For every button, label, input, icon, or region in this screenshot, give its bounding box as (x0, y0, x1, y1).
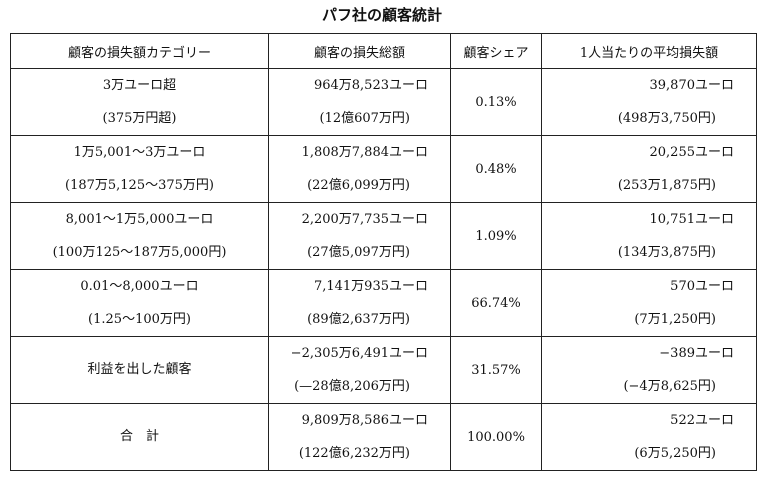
table-title: パフ社の顧客統計 (321, 6, 442, 24)
total-yen: (22億6,099万円) (307, 178, 410, 193)
total-loss-cell: 1,808万7,884ユーロ (22億6,099万円) (268, 135, 451, 203)
total-euro: −2,305万6,491ユーロ (290, 346, 428, 361)
share-cell: 0.48% (450, 135, 542, 203)
average-euro: 20,255ユーロ (649, 145, 735, 160)
total-euro: 1,808万7,884ユーロ (301, 145, 428, 160)
category-cell: 利益を出した顧客 (10, 336, 269, 404)
category-cell: 3万ユーロ超 (375万円超) (10, 68, 269, 136)
category-cell: 1万5,001〜3万ユーロ (187万5,125〜375万円) (10, 135, 269, 203)
header-category: 顧客の損失額カテゴリー (10, 33, 269, 69)
average-loss-cell: 39,870ユーロ (498万3,750円) (541, 68, 757, 136)
average-euro: 570ユーロ (670, 279, 734, 294)
total-yen: (122億6,232万円) (298, 446, 410, 461)
category-label: 合 計 (119, 429, 159, 444)
category-yen: (375万円超) (102, 111, 177, 126)
category-label: 0.01〜8,000ユーロ (80, 279, 199, 294)
share-cell: 0.13% (450, 68, 542, 136)
share-cell: 100.00% (450, 403, 542, 471)
category-yen: (100万125〜187万5,000円) (52, 245, 227, 260)
total-euro: 964万8,523ユーロ (313, 78, 428, 93)
table-row: 1万5,001〜3万ユーロ (187万5,125〜375万円) 1,808万7,… (10, 135, 757, 203)
total-euro: 9,809万8,586ユーロ (301, 413, 428, 428)
customer-stats-table: 顧客の損失額カテゴリー 顧客の損失総額 顧客シェア 1人当たりの平均損失額 3万… (10, 33, 757, 471)
category-label: 3万ユーロ超 (102, 78, 177, 93)
total-loss-cell: −2,305万6,491ユーロ (—28億8,206万円) (268, 336, 451, 404)
average-loss-cell: 20,255ユーロ (253万1,875円) (541, 135, 757, 203)
total-loss-cell: 2,200万7,735ユーロ (27億5,097万円) (268, 202, 451, 270)
header-row: 顧客の損失額カテゴリー 顧客の損失総額 顧客シェア 1人当たりの平均損失額 (10, 33, 757, 69)
average-yen: (7万1,250円) (634, 312, 716, 327)
average-euro: 522ユーロ (670, 413, 734, 428)
table-row: 3万ユーロ超 (375万円超) 964万8,523ユーロ (12億607万円) … (10, 68, 757, 136)
total-yen: (12億607万円) (319, 111, 411, 126)
total-yen: (27億5,097万円) (307, 245, 410, 260)
average-euro: 39,870ユーロ (649, 78, 735, 93)
header-share: 顧客シェア (450, 33, 542, 69)
header-total-loss: 顧客の損失総額 (268, 33, 451, 69)
header-average-loss: 1人当たりの平均損失額 (541, 33, 757, 69)
category-yen: (187万5,125〜375万円) (65, 178, 214, 193)
average-yen: (6万5,250円) (634, 446, 716, 461)
table-row: 0.01〜8,000ユーロ (1.25〜100万円) 7,141万935ユーロ … (10, 269, 757, 337)
total-yen: (—28億8,206万円) (294, 379, 410, 394)
share-cell: 66.74% (450, 269, 542, 337)
average-euro: −389ユーロ (659, 346, 734, 361)
table-row-total: 合 計 9,809万8,586ユーロ (122億6,232万円) 100.00%… (10, 403, 757, 471)
average-loss-cell: −389ユーロ (−4万8,625円) (541, 336, 757, 404)
average-yen: (134万3,875円) (617, 245, 716, 260)
total-yen: (89億2,637万円) (307, 312, 410, 327)
total-loss-cell: 964万8,523ユーロ (12億607万円) (268, 68, 451, 136)
category-label: 8,001〜1万5,000ユーロ (65, 212, 214, 227)
average-euro: 10,751ユーロ (649, 212, 735, 227)
table-row: 利益を出した顧客 −2,305万6,491ユーロ (—28億8,206万円) 3… (10, 336, 757, 404)
category-cell: 0.01〜8,000ユーロ (1.25〜100万円) (10, 269, 269, 337)
average-yen: (−4万8,625円) (623, 379, 716, 394)
average-yen: (498万3,750円) (617, 111, 716, 126)
category-yen: (1.25〜100万円) (88, 312, 191, 327)
total-euro: 7,141万935ユーロ (313, 279, 428, 294)
average-loss-cell: 570ユーロ (7万1,250円) (541, 269, 757, 337)
total-euro: 2,200万7,735ユーロ (301, 212, 428, 227)
category-label: 利益を出した顧客 (87, 362, 192, 377)
average-loss-cell: 10,751ユーロ (134万3,875円) (541, 202, 757, 270)
category-cell: 合 計 (10, 403, 269, 471)
table-row: 8,001〜1万5,000ユーロ (100万125〜187万5,000円) 2,… (10, 202, 757, 270)
category-label: 1万5,001〜3万ユーロ (73, 145, 206, 160)
total-loss-cell: 7,141万935ユーロ (89億2,637万円) (268, 269, 451, 337)
category-cell: 8,001〜1万5,000ユーロ (100万125〜187万5,000円) (10, 202, 269, 270)
average-yen: (253万1,875円) (617, 178, 716, 193)
average-loss-cell: 522ユーロ (6万5,250円) (541, 403, 757, 471)
share-cell: 1.09% (450, 202, 542, 270)
share-cell: 31.57% (450, 336, 542, 404)
total-loss-cell: 9,809万8,586ユーロ (122億6,232万円) (268, 403, 451, 471)
